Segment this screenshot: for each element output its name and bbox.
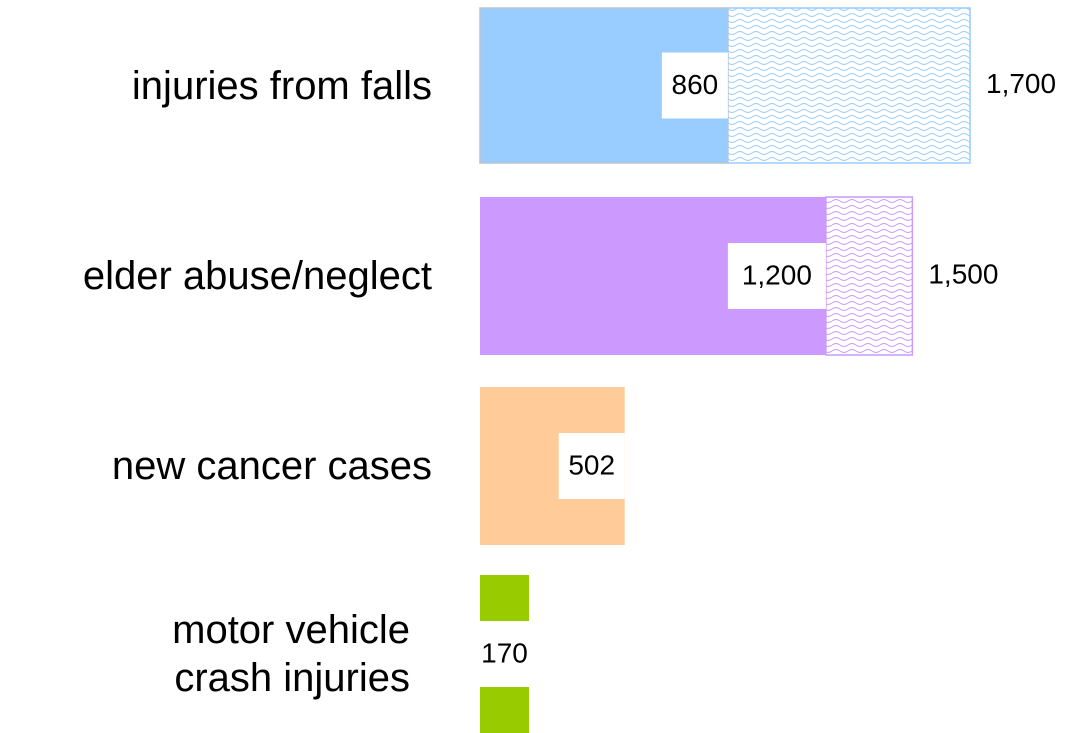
value-label: 1,200 — [742, 259, 812, 290]
label-box — [661, 52, 728, 119]
category-label: new cancer cases — [111, 444, 432, 488]
upper-label: 1,500 — [928, 258, 998, 289]
range-bar — [727, 7, 971, 164]
range-bar — [825, 196, 914, 356]
value-label: 502 — [568, 449, 615, 480]
value-label: 170 — [481, 637, 528, 668]
upper-label: 1,700 — [986, 68, 1056, 99]
label-box — [558, 433, 625, 499]
value-label: 860 — [672, 69, 719, 100]
category-label: motor vehicle crash injuries — [172, 608, 410, 700]
category-label: injuries from falls — [131, 63, 432, 108]
category-label: elder abuse/neglect — [82, 254, 432, 298]
label-box — [469, 621, 540, 687]
label-box — [727, 243, 826, 309]
